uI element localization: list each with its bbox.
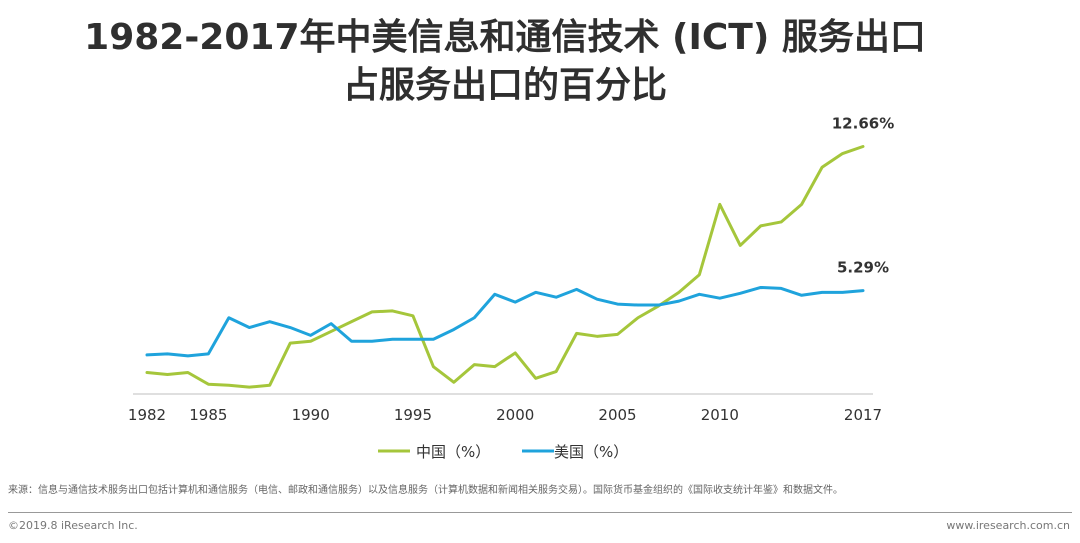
x-tick-label: 2017 [844, 406, 882, 424]
legend-label: 中国（%） [416, 443, 490, 461]
website-link[interactable]: www.iresearch.com.cn [946, 519, 1070, 532]
data-label-usa: 5.29% [837, 259, 889, 277]
source-note: 来源：信息与通信技术服务出口包括计算机和通信服务（电信、邮政和通信服务）以及信息… [8, 485, 843, 496]
chart-title-line-2: 占服务出口的百分比 [342, 65, 667, 106]
copyright-text: ©2019.8 iResearch Inc. [8, 519, 138, 532]
x-tick-label: 1995 [394, 406, 432, 424]
x-tick-label: 1990 [292, 406, 330, 424]
footer-divider [8, 512, 1072, 513]
x-tick-label: 1985 [189, 406, 227, 424]
series-line-usa [145, 285, 865, 358]
data-label-china: 12.66% [832, 114, 894, 132]
plot-area: 1982 1985 1990 1995 2000 2005 2010 2017 12.66% 5.… [128, 114, 894, 424]
series-line-china [145, 144, 865, 389]
chart-legend: 中国（%） 美国（%） [378, 443, 628, 461]
x-tick-label: 1982 [128, 406, 166, 424]
line-chart: 1982 1985 1990 1995 2000 2005 2010 2017 12.66% 5.… [128, 114, 894, 461]
x-tick-label: 2005 [598, 406, 636, 424]
x-tick-label: 2010 [701, 406, 739, 424]
x-tick-label: 2000 [496, 406, 534, 424]
legend-label: 美国（%） [554, 443, 628, 461]
chart-title-line-1: 1982-2017年中美信息和通信技术 (ICT) 服务出口 [84, 17, 926, 58]
